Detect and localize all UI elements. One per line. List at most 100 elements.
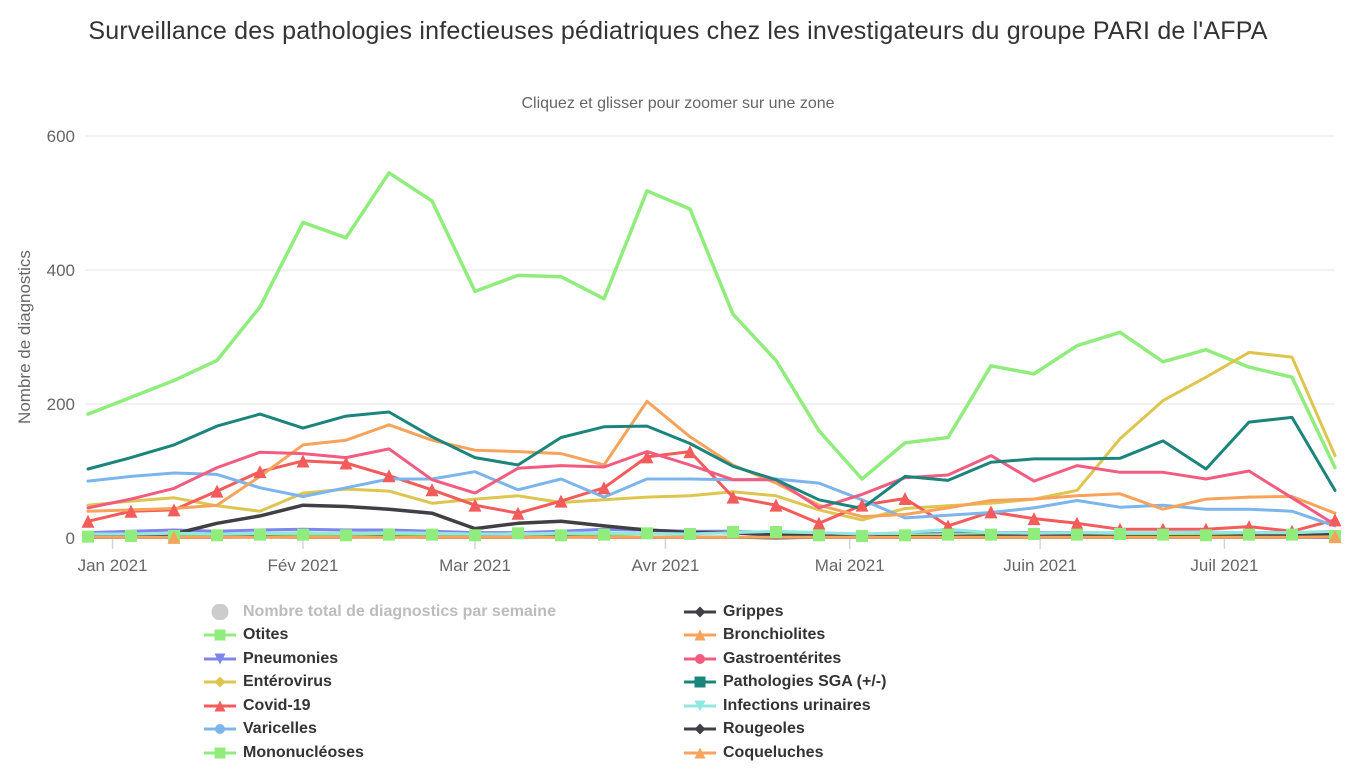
x-tick-label: Mai 2021 — [815, 556, 885, 575]
square-marker — [512, 527, 524, 540]
legend-label: Covid-19 — [243, 696, 311, 714]
square-marker — [254, 528, 266, 541]
series-line-13 — [86, 535, 1337, 539]
triangle-marker — [1027, 512, 1041, 526]
triangle-marker — [296, 454, 310, 468]
legend-item-rougeoles[interactable]: Rougeoles — [683, 718, 886, 742]
circle-marker — [215, 724, 225, 735]
legend-item-pneumonies[interactable]: Pneumonies — [203, 647, 556, 671]
series-line-4 — [86, 450, 1337, 533]
triangle-marker — [468, 498, 482, 512]
triangle-marker — [984, 505, 998, 519]
triangle-down-marker — [694, 700, 706, 712]
legend-item-covid-19[interactable]: Covid-19 — [203, 694, 556, 718]
legend-item-nombre-total-de-diagnostics-par-semaine[interactable]: Nombre total de diagnostics par semaine — [203, 600, 556, 624]
legend-label: Gastroentérites — [723, 649, 842, 667]
diamond-legend-icon — [204, 676, 236, 688]
legend-label: Infections urinaires — [723, 696, 871, 714]
x-tick-label: Jan 2021 — [78, 556, 148, 575]
legend-label: Pathologies SGA (+/-) — [723, 673, 887, 691]
legend-label: Nombre total de diagnostics par semaine — [243, 602, 556, 620]
triangle-marker — [382, 469, 396, 483]
triangle-marker — [855, 498, 869, 512]
legend-item-bronchiolites[interactable]: Bronchiolites — [683, 624, 886, 648]
square-marker — [727, 525, 739, 538]
diamond-marker — [694, 606, 706, 618]
chart-title: Surveillance des pathologies infectieuse… — [88, 17, 1268, 45]
square-marker — [297, 528, 309, 541]
triangle-down-marker — [214, 653, 226, 665]
square-marker — [1243, 528, 1255, 541]
triangle-marker — [167, 530, 181, 544]
square-marker — [1286, 528, 1298, 541]
square-legend-icon — [684, 676, 716, 688]
triangle-marker — [1328, 530, 1342, 544]
triangle-marker — [210, 484, 224, 498]
series-line-11 — [86, 527, 1337, 536]
legend-item-coqueluches[interactable]: Coqueluches — [683, 741, 886, 765]
triangle-down-legend-icon — [684, 700, 716, 712]
legend-label: Entérovirus — [243, 673, 332, 691]
circle-legend-icon — [684, 653, 716, 664]
triangle-marker — [253, 465, 267, 479]
y-tick-label-400: 400 — [47, 261, 75, 280]
square-marker — [1200, 529, 1212, 542]
triangle-marker — [683, 445, 697, 459]
triangle-marker — [1328, 513, 1342, 527]
square-marker — [1028, 527, 1040, 540]
legend-item-gastroenterites[interactable]: Gastroentérites — [683, 647, 886, 671]
triangle-marker — [214, 700, 226, 712]
chart-plot-area[interactable]: 0 200 400 600 Jan 2021 Fév 2021 Mar 2021 Avr 20… — [0, 0, 1356, 592]
legend-item-infections-urinaires[interactable]: Infections urinaires — [683, 694, 886, 718]
series-line-3 — [86, 350, 1337, 522]
square-marker — [985, 528, 997, 541]
series-line-5 — [86, 470, 1337, 528]
circle-legend-icon — [204, 724, 236, 735]
triangle-marker — [694, 747, 706, 759]
series-line-8 — [86, 399, 1337, 519]
series-markers — [167, 530, 1342, 544]
legend-label: Rougeoles — [723, 720, 805, 738]
square-marker — [641, 527, 653, 540]
triangle-marker — [726, 490, 740, 504]
legend-item-pathologies-sga[interactable]: Pathologies SGA (+/-) — [683, 671, 886, 695]
legend-item-grippes[interactable]: Grippes — [683, 600, 886, 624]
triangle-marker — [640, 450, 654, 464]
square-marker — [856, 529, 868, 542]
legend-item-otites[interactable]: Otites — [203, 624, 556, 648]
square-marker — [942, 528, 954, 541]
square-marker — [694, 676, 706, 688]
y-tick-label-600: 600 — [47, 127, 75, 146]
square-marker — [1157, 528, 1169, 541]
square-marker — [340, 529, 352, 542]
square-marker — [383, 528, 395, 541]
legend-column-right: Grippes Bronchiolites Gastroentérites Patho… — [683, 600, 886, 765]
square-marker — [598, 528, 610, 541]
square-legend-icon — [204, 629, 236, 641]
square-marker — [770, 525, 782, 538]
x-tick-label: Avr 2021 — [632, 556, 700, 575]
x-tick-label: Juil 2021 — [1190, 556, 1258, 575]
triangle-legend-icon — [684, 747, 716, 759]
legend-item-varicelles[interactable]: Varicelles — [203, 718, 556, 742]
legend-label: Otites — [243, 626, 289, 644]
triangle-marker — [898, 491, 912, 505]
square-marker — [82, 530, 94, 543]
series-line-9 — [86, 447, 1337, 527]
legend-label: Coqueluches — [723, 743, 824, 761]
legend-label: Mononucléoses — [243, 743, 364, 761]
chart-subtitle: Cliquez et glisser pour zoomer sur une z… — [521, 95, 835, 112]
triangle-marker — [511, 506, 525, 520]
legend-label: Bronchiolites — [723, 626, 826, 644]
series-line-10 — [86, 410, 1337, 510]
diamond-legend-icon — [684, 606, 716, 618]
x-tick-label: Juin 2021 — [1003, 556, 1077, 575]
triangle-legend-icon — [204, 700, 236, 712]
triangle-marker — [812, 516, 826, 530]
y-axis-title: Nombre de diagnostics — [15, 250, 34, 424]
legend-column-left: Nombre total de diagnostics par semaine O… — [203, 600, 556, 765]
legend-item-mononucleoses[interactable]: Mononucléoses — [203, 741, 556, 765]
square-marker — [214, 747, 226, 759]
legend-item-enterovirus[interactable]: Entérovirus — [203, 671, 556, 695]
square-marker — [813, 529, 825, 542]
